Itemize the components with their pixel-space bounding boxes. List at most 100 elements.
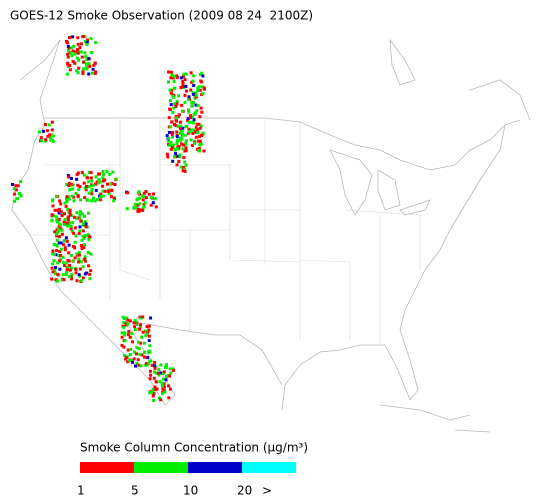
smoke-pixel	[90, 179, 94, 183]
smoke-pixel	[76, 71, 80, 75]
smoke-pixel	[63, 217, 67, 221]
smoke-pixel	[201, 74, 205, 78]
smoke-pixel	[77, 232, 81, 235]
smoke-pixel	[73, 52, 77, 56]
smoke-pixel	[183, 143, 187, 147]
smoke-pixel	[71, 187, 75, 191]
smoke-pixel	[65, 270, 69, 274]
smoke-pixel	[87, 233, 90, 237]
smoke-pixel	[60, 278, 64, 282]
smoke-pixel	[14, 184, 18, 188]
smoke-pixel	[201, 92, 205, 96]
colorbar-segment	[188, 462, 242, 473]
smoke-pixel	[153, 370, 156, 374]
smoke-pixel	[74, 271, 78, 275]
smoke-pixel	[147, 334, 151, 338]
smoke-pixel	[13, 199, 17, 203]
smoke-pixel	[63, 212, 66, 216]
smoke-pixel	[196, 130, 200, 134]
smoke-pixel	[86, 251, 90, 255]
smoke-pixel	[124, 322, 128, 326]
smoke-pixel	[197, 122, 201, 126]
smoke-pixel	[64, 236, 68, 240]
smoke-pixel	[173, 155, 177, 159]
smoke-pixel	[77, 58, 81, 62]
smoke-pixel	[171, 74, 175, 78]
smoke-pixel	[79, 260, 83, 264]
smoke-pixel	[165, 363, 168, 367]
smoke-pixel	[80, 244, 83, 247]
smoke-pixel	[199, 133, 203, 137]
smoke-pixel	[161, 387, 165, 391]
smoke-pixel	[56, 261, 60, 265]
smoke-pixel	[176, 114, 180, 118]
smoke-pixel	[167, 116, 171, 120]
smoke-pixel	[176, 145, 180, 149]
smoke-pixel	[78, 225, 82, 229]
smoke-pixel	[81, 229, 85, 233]
smoke-pixel	[123, 353, 126, 357]
smoke-pixel	[52, 243, 56, 246]
smoke-pixel	[154, 380, 158, 384]
smoke-pixel	[114, 177, 118, 181]
smoke-pixel	[76, 36, 80, 40]
smoke-pixel	[141, 315, 145, 319]
smoke-pixel	[182, 156, 186, 160]
smoke-pixel	[76, 51, 80, 55]
smoke-pixel	[145, 363, 149, 367]
map	[11, 38, 531, 433]
smoke-pixel	[189, 128, 193, 132]
smoke-pixel	[102, 173, 105, 176]
smoke-pixel	[122, 325, 126, 329]
smoke-pixel	[87, 171, 91, 174]
smoke-pixel	[179, 86, 183, 89]
smoke-pixel	[191, 131, 195, 135]
smoke-pixel	[81, 35, 85, 39]
smoke-pixel	[175, 147, 179, 151]
smoke-pixel	[187, 110, 191, 114]
smoke-pixel	[167, 136, 170, 140]
smoke-pixel	[87, 72, 91, 76]
smoke-pixel	[53, 230, 57, 234]
smoke-pixel	[65, 72, 69, 76]
smoke-pixel	[88, 235, 92, 239]
smoke-pixel	[66, 215, 70, 219]
smoke-pixel	[171, 368, 175, 372]
smoke-pixel	[81, 67, 85, 71]
smoke-pixel	[131, 340, 134, 344]
smoke-pixel	[71, 221, 75, 224]
smoke-pixel	[134, 202, 137, 206]
smoke-pixel	[189, 114, 193, 118]
smoke-pixel	[50, 266, 54, 270]
smoke-pixel	[136, 197, 140, 201]
smoke-pixel	[169, 91, 173, 95]
smoke-pixel	[162, 370, 166, 374]
smoke-pixel	[55, 232, 59, 236]
smoke-pixel	[71, 49, 75, 53]
smoke-pixel	[153, 360, 157, 364]
smoke-pixel	[137, 363, 141, 367]
smoke-pixel	[172, 95, 176, 99]
smoke-pixel	[72, 215, 76, 219]
smoke-pixel	[167, 139, 171, 143]
smoke-pixel	[137, 340, 141, 344]
smoke-pixel	[44, 138, 48, 142]
smoke-pixel	[170, 70, 174, 74]
smoke-pixel	[184, 72, 188, 76]
smoke-pixel	[126, 318, 130, 322]
smoke-pixel	[175, 116, 179, 120]
smoke-pixel	[69, 51, 73, 55]
smoke-pixel	[101, 184, 104, 188]
smoke-pixel	[68, 36, 71, 40]
smoke-pixel	[151, 201, 155, 205]
smoke-pixel	[50, 213, 54, 217]
smoke-pixel	[87, 191, 91, 195]
smoke-pixel	[135, 346, 139, 350]
smoke-pixel	[97, 177, 101, 181]
smoke-pixel	[67, 181, 71, 185]
smoke-pixel	[49, 133, 53, 137]
smoke-pixel	[125, 207, 129, 211]
smoke-pixel	[61, 255, 65, 259]
smoke-pixel	[150, 363, 154, 367]
